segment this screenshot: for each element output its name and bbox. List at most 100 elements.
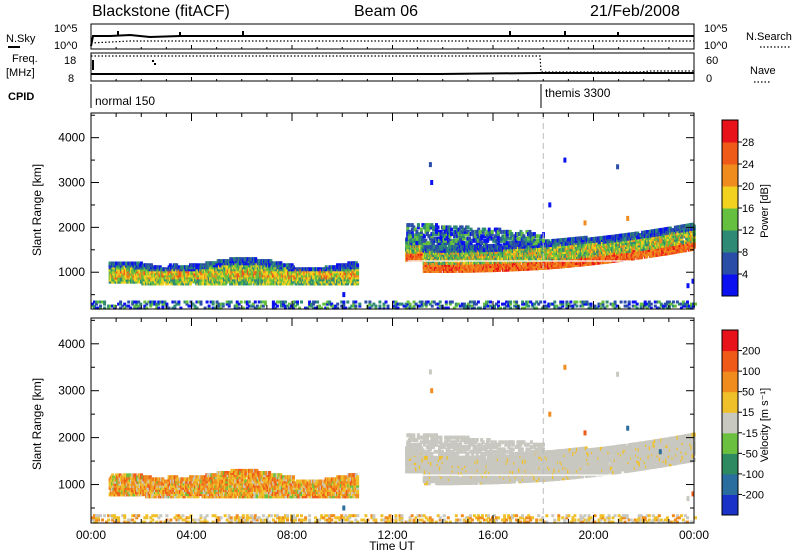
data-cell — [448, 300, 452, 304]
data-cell — [314, 306, 318, 310]
data-cell — [227, 302, 231, 306]
data-cell — [93, 306, 96, 310]
data-cell — [129, 306, 133, 310]
data-cell — [680, 248, 684, 253]
data-cell — [237, 306, 241, 310]
data-cell — [529, 232, 533, 237]
data-cell — [420, 304, 424, 308]
data-cell — [406, 300, 410, 304]
data-cell — [135, 302, 139, 306]
data-cell — [167, 306, 171, 310]
data-cell — [282, 304, 285, 308]
data-cell — [447, 236, 450, 241]
data-cell — [415, 241, 419, 246]
data-cell — [496, 229, 500, 234]
data-cell — [428, 302, 432, 306]
data-cell — [432, 300, 436, 304]
data-cell — [93, 304, 96, 308]
data-cell — [225, 300, 229, 304]
data-cell — [454, 232, 458, 237]
data-cell — [505, 234, 509, 239]
data-cell — [430, 300, 434, 304]
data-cell — [505, 236, 509, 241]
data-cell — [480, 241, 484, 246]
data-cell — [392, 300, 396, 304]
data-cell — [207, 304, 211, 308]
data-cell — [187, 304, 191, 308]
data-cell — [348, 306, 352, 310]
data-cell — [173, 300, 177, 304]
data-cell — [255, 306, 259, 310]
data-cell — [463, 227, 467, 232]
data-cell — [235, 300, 239, 304]
data-cell — [454, 302, 458, 306]
data-cell — [133, 306, 137, 310]
data-cell — [526, 241, 530, 246]
data-cell — [522, 236, 526, 241]
data-cell — [318, 306, 322, 310]
data-cell — [292, 302, 295, 306]
data-cell — [133, 300, 137, 304]
data-cell — [271, 304, 275, 308]
data-cell — [410, 227, 414, 232]
data-cell — [472, 306, 476, 310]
data-cell — [532, 232, 536, 237]
data-cell — [490, 232, 494, 237]
data-cell — [680, 236, 684, 241]
data-cell — [143, 300, 147, 304]
data-cell — [271, 302, 275, 306]
nsky-tick-top: 10^5 — [54, 23, 78, 35]
data-cell — [117, 302, 121, 306]
data-cell — [472, 238, 476, 243]
data-cell — [466, 302, 470, 306]
data-cell — [460, 232, 464, 237]
data-cell — [497, 306, 500, 310]
data-cell — [444, 302, 448, 306]
data-cell — [149, 304, 153, 308]
data-cell — [510, 234, 514, 239]
data-cell — [475, 229, 479, 234]
data-cell — [330, 304, 334, 308]
data-cell — [549, 245, 553, 250]
nave-tick-bottom: 0 — [706, 73, 712, 85]
data-cell — [199, 302, 203, 306]
data-cell — [125, 304, 129, 308]
data-cell — [207, 306, 211, 310]
data-cell — [466, 229, 470, 234]
data-cell — [537, 234, 541, 239]
data-cell — [542, 238, 545, 243]
data-cell — [477, 227, 481, 232]
data-cell — [296, 300, 299, 304]
data-cell — [418, 304, 422, 308]
data-cell — [203, 306, 207, 310]
data-cell — [215, 302, 219, 306]
data-cell — [514, 234, 518, 239]
data-cell — [464, 304, 468, 308]
data-cell — [177, 302, 181, 306]
data-cell — [475, 236, 479, 241]
data-cell — [481, 229, 485, 234]
data-cell — [342, 304, 346, 308]
data-cell — [457, 227, 461, 232]
data-cell — [279, 302, 283, 306]
data-cell — [408, 304, 412, 308]
freq-panel — [90, 52, 695, 82]
data-cell — [296, 302, 299, 306]
data-cell — [484, 232, 488, 237]
data-cell — [489, 304, 492, 308]
data-cell — [511, 236, 515, 241]
data-cell — [370, 304, 374, 308]
data-cell — [414, 302, 418, 306]
data-cell — [547, 265, 550, 270]
nave-tick-top: 60 — [706, 55, 718, 67]
data-cell — [137, 300, 141, 304]
data-cell — [472, 302, 476, 306]
data-cell — [219, 306, 223, 310]
data-cell — [268, 271, 272, 276]
data-cell — [340, 300, 344, 304]
data-cell — [451, 238, 455, 243]
data-cell — [536, 238, 539, 243]
data-cell — [463, 229, 467, 234]
data-cell — [462, 306, 466, 310]
